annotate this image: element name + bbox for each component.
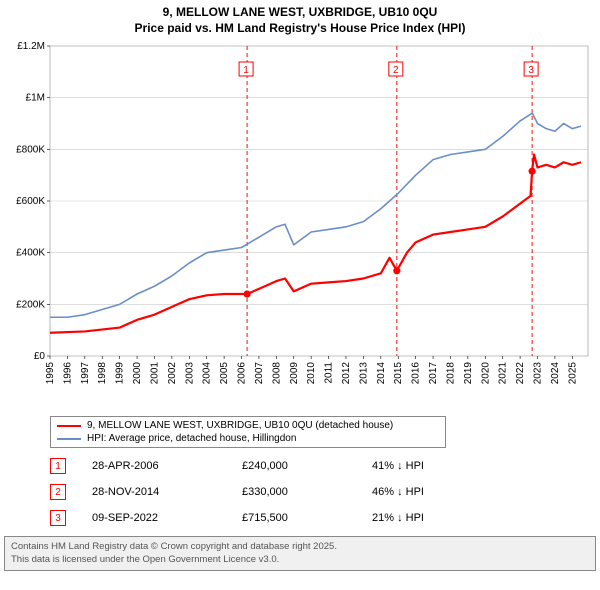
svg-text:£200K: £200K xyxy=(16,300,45,311)
svg-text:£400K: £400K xyxy=(16,248,45,259)
sale-price: £715,500 xyxy=(242,512,372,524)
svg-text:2009: 2009 xyxy=(289,362,300,385)
svg-text:2023: 2023 xyxy=(533,362,544,385)
sale-marker-box: 3 xyxy=(50,510,66,526)
legend-label: HPI: Average price, detached house, Hill… xyxy=(87,433,296,444)
svg-text:2021: 2021 xyxy=(498,362,509,385)
svg-text:2010: 2010 xyxy=(306,362,317,385)
svg-text:2011: 2011 xyxy=(324,362,335,384)
svg-text:1998: 1998 xyxy=(97,362,108,385)
sale-row: 2 28-NOV-2014£330,00046% ↓ HPI xyxy=(50,484,596,500)
sale-row: 1 28-APR-2006£240,00041% ↓ HPI xyxy=(50,458,596,474)
svg-text:£0: £0 xyxy=(34,351,46,362)
attribution-line-2: This data is licensed under the Open Gov… xyxy=(11,554,589,566)
svg-text:2019: 2019 xyxy=(463,362,474,385)
sale-diff: 41% ↓ HPI xyxy=(372,460,424,472)
sale-row: 3 09-SEP-2022£715,50021% ↓ HPI xyxy=(50,510,596,526)
svg-text:1995: 1995 xyxy=(45,362,56,385)
svg-text:2008: 2008 xyxy=(271,362,282,385)
sale-date: 28-APR-2006 xyxy=(92,460,242,472)
legend-swatch xyxy=(57,425,81,427)
svg-text:£600K: £600K xyxy=(16,196,45,207)
title-line-2: Price paid vs. HM Land Registry's House … xyxy=(4,20,596,36)
svg-text:2001: 2001 xyxy=(149,362,160,385)
svg-text:2003: 2003 xyxy=(184,362,195,385)
svg-text:2020: 2020 xyxy=(480,362,491,385)
svg-text:2002: 2002 xyxy=(167,362,178,385)
sale-date: 28-NOV-2014 xyxy=(92,486,242,498)
svg-text:2018: 2018 xyxy=(445,362,456,385)
svg-text:2006: 2006 xyxy=(237,362,248,385)
svg-text:2007: 2007 xyxy=(254,362,265,385)
sale-price: £240,000 xyxy=(242,460,372,472)
sale-marker-box: 1 xyxy=(50,458,66,474)
svg-text:2012: 2012 xyxy=(341,362,352,385)
sale-marker-box: 2 xyxy=(50,484,66,500)
line-chart: £0 £200K £400K £600K £800K £1M £1.2M 1995 1996 19… xyxy=(4,40,596,410)
legend-swatch xyxy=(57,438,81,440)
svg-text:£800K: £800K xyxy=(16,145,45,156)
svg-text:£1M: £1M xyxy=(26,93,45,104)
svg-text:2015: 2015 xyxy=(393,362,404,385)
svg-text:2005: 2005 xyxy=(219,362,230,385)
legend-row: HPI: Average price, detached house, Hill… xyxy=(51,432,445,445)
svg-text:2022: 2022 xyxy=(515,362,526,385)
sale-price: £330,000 xyxy=(242,486,372,498)
svg-text:2013: 2013 xyxy=(358,362,369,385)
svg-text:1996: 1996 xyxy=(62,362,73,385)
title-block: 9, MELLOW LANE WEST, UXBRIDGE, UB10 0QU … xyxy=(4,4,596,36)
title-line-1: 9, MELLOW LANE WEST, UXBRIDGE, UB10 0QU xyxy=(4,4,596,20)
svg-text:£1.2M: £1.2M xyxy=(17,41,45,52)
svg-text:2004: 2004 xyxy=(202,362,213,385)
svg-text:3: 3 xyxy=(528,65,534,76)
legend-row: 9, MELLOW LANE WEST, UXBRIDGE, UB10 0QU … xyxy=(51,419,445,432)
sales-table: 1 28-APR-2006£240,00041% ↓ HPI 2 28-NOV-201… xyxy=(50,458,596,526)
svg-text:2024: 2024 xyxy=(550,362,561,385)
chart-area: £0 £200K £400K £600K £800K £1M £1.2M 1995 1996 19… xyxy=(4,40,596,410)
svg-text:1999: 1999 xyxy=(115,362,126,385)
attribution: Contains HM Land Registry data © Crown c… xyxy=(4,536,596,571)
svg-text:1997: 1997 xyxy=(80,362,91,385)
svg-text:2000: 2000 xyxy=(132,362,143,385)
svg-text:2: 2 xyxy=(393,65,399,76)
sale-diff: 21% ↓ HPI xyxy=(372,512,424,524)
sale-date: 09-SEP-2022 xyxy=(92,512,242,524)
svg-text:2016: 2016 xyxy=(411,362,422,385)
svg-text:2017: 2017 xyxy=(428,362,439,385)
legend-label: 9, MELLOW LANE WEST, UXBRIDGE, UB10 0QU … xyxy=(87,420,393,431)
legend: 9, MELLOW LANE WEST, UXBRIDGE, UB10 0QU … xyxy=(50,416,446,448)
container: 9, MELLOW LANE WEST, UXBRIDGE, UB10 0QU … xyxy=(0,0,600,571)
attribution-line-1: Contains HM Land Registry data © Crown c… xyxy=(11,541,589,553)
svg-text:2014: 2014 xyxy=(376,362,387,385)
sale-diff: 46% ↓ HPI xyxy=(372,486,424,498)
svg-text:2025: 2025 xyxy=(567,362,578,385)
svg-text:1: 1 xyxy=(243,65,249,76)
